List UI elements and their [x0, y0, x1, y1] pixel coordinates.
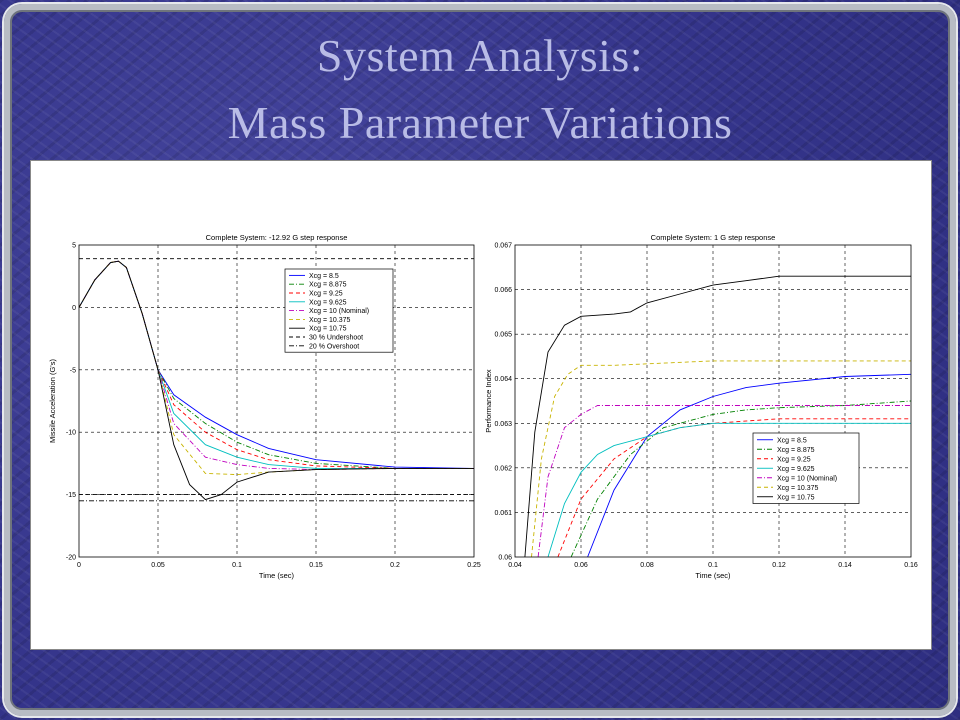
chart-panel: Complete System: -12.92 G step response 0… [30, 160, 932, 650]
y-tick-label: 0.064 [494, 376, 512, 383]
y-tick-label: 0.062 [494, 465, 512, 472]
x-axis-label: Time (sec) [259, 571, 295, 580]
legend-entry: Xcg = 10 (Nominal) [309, 308, 369, 315]
x-tick-label: 0.04 [508, 562, 522, 569]
y-tick-label: 0.065 [494, 332, 512, 339]
y-axis-label: Missile Acceleration (G's) [48, 359, 57, 443]
plot-frame [514, 244, 912, 558]
y-tick-label: 0.063 [494, 421, 512, 428]
x-tick-label: 0.2 [390, 562, 400, 569]
legend-entry: Xcg = 8.5 [777, 437, 807, 444]
series-line-7 [524, 275, 911, 557]
series-group [79, 258, 474, 502]
x-tick-label: 0.15 [309, 562, 323, 569]
series-line-2 [79, 260, 474, 469]
series-line-7 [79, 260, 474, 501]
series-line-5 [537, 405, 911, 557]
y-tick-label: 0.066 [494, 287, 512, 294]
series-line-1 [79, 260, 474, 469]
legend-entry: Xcg = 9.25 [309, 291, 343, 298]
y-tick-label: -10 [66, 430, 76, 437]
chart-title: Complete System: -12.92 G step response [206, 233, 348, 242]
left-chart-svg: Complete System: -12.92 G step response 0… [48, 233, 481, 580]
x-tick-label: 0.08 [640, 562, 654, 569]
y-tick-label: -15 [66, 492, 76, 499]
y-tick-label: 0.061 [494, 510, 512, 517]
y-tick-label: 5 [72, 243, 76, 250]
x-tick-label: 0.1 [708, 562, 718, 569]
series-line-2 [570, 400, 911, 557]
series-line-5 [79, 260, 474, 471]
y-axis-label: Performance Index [484, 369, 493, 433]
y-tick-label: -20 [66, 555, 76, 562]
legend-entry: Xcg = 8.5 [309, 273, 339, 280]
y-tick-label: 0.06 [498, 555, 512, 562]
legend-entry: Xcg = 10 (Nominal) [777, 475, 837, 482]
legend-entry: Xcg = 10.375 [777, 485, 819, 492]
legend-entry: Xcg = 8.875 [309, 282, 347, 289]
legend-entry: Xcg = 8.875 [777, 447, 815, 454]
slide-title-line-2: Mass Parameter Variations [227, 97, 733, 148]
series-line-4 [547, 422, 911, 557]
x-tick-label: 0.05 [151, 562, 165, 569]
y-tick-label: 0.067 [494, 243, 512, 250]
legend-entry: 30 % Undershoot [309, 335, 363, 342]
series-line-3 [79, 260, 474, 469]
legend-entry: Xcg = 9.625 [309, 299, 347, 306]
series-group [524, 275, 911, 557]
series-line-1 [587, 373, 911, 557]
x-tick-label: 0.16 [904, 562, 918, 569]
x-tick-label: 0.25 [467, 562, 481, 569]
slide-title-line-1: System Analysis: [316, 30, 644, 81]
series-line-4 [79, 260, 474, 469]
x-tick-label: 0.06 [574, 562, 588, 569]
x-tick-label: 0.1 [232, 562, 242, 569]
chart-title: Complete System: 1 G step response [651, 233, 776, 242]
legend-entry: Xcg = 10.75 [309, 326, 347, 333]
x-tick-label: 0 [77, 562, 81, 569]
legend-entry: Xcg = 10.75 [777, 494, 815, 501]
y-tick-label: -5 [70, 367, 76, 374]
x-axis-label: Time (sec) [695, 571, 731, 580]
legend-entry: Xcg = 9.625 [777, 466, 815, 473]
y-tick-label: 0 [72, 305, 76, 312]
legend-entry: Xcg = 10.375 [309, 317, 351, 324]
plot-frame [78, 244, 475, 558]
legend-entry: 20 % Overshoot [309, 343, 359, 350]
x-tick-label: 0.14 [838, 562, 852, 569]
legend-entry: Xcg = 9.25 [777, 456, 811, 463]
series-line-6 [79, 260, 474, 476]
x-tick-label: 0.12 [772, 562, 786, 569]
series-line-6 [531, 360, 911, 557]
